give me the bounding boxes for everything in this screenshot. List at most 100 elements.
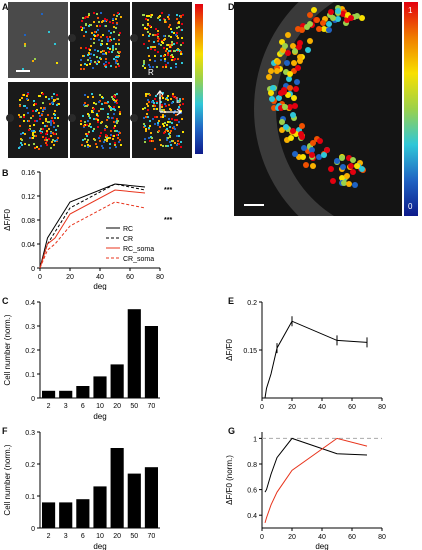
pixel-speck	[107, 39, 110, 42]
pixel-speck	[46, 125, 49, 128]
pixel-speck	[119, 131, 122, 134]
pixel-speck	[112, 105, 115, 108]
pixel-speck	[89, 60, 92, 63]
pixel-speck	[97, 137, 100, 140]
neuron-soma	[279, 127, 286, 134]
pixel-speck	[116, 130, 119, 133]
pixel-speck	[103, 63, 106, 66]
pixel-speck	[150, 100, 153, 103]
neuron-soma	[286, 84, 293, 91]
pixel-speck	[169, 144, 172, 147]
pixel-speck	[84, 121, 87, 124]
neuron-soma	[316, 25, 323, 32]
x-tick-label: 6	[81, 403, 85, 410]
neuron-soma	[299, 123, 306, 130]
pixel-speck	[175, 27, 178, 30]
pixel-speck	[159, 125, 162, 128]
pixel-speck	[57, 102, 60, 105]
neuron-soma	[299, 22, 306, 29]
pixel-speck	[149, 58, 152, 61]
pixel-speck	[26, 92, 29, 95]
neuron-soma	[290, 67, 297, 74]
x-tick-label: 3	[64, 533, 68, 540]
neuron-soma	[354, 13, 361, 20]
neuron-soma	[296, 43, 303, 50]
pixel-speck	[157, 37, 160, 39]
pixel-speck	[25, 107, 28, 110]
pixel-speck	[162, 145, 165, 148]
pixel-speck	[155, 100, 158, 103]
pixel-speck	[102, 140, 105, 143]
pixel-speck	[97, 100, 100, 103]
pixel-speck	[94, 62, 97, 65]
neuron-soma	[348, 15, 355, 22]
neuron-soma	[289, 128, 296, 135]
y-tick-label: 0.8	[247, 462, 257, 469]
pixel-speck	[142, 65, 145, 68]
pixel-speck	[156, 51, 159, 54]
marker-dot	[68, 114, 76, 122]
pixel-speck	[170, 42, 173, 45]
pixel-speck	[171, 93, 174, 96]
pixel-speck	[90, 61, 93, 64]
legend-label: RC	[123, 226, 133, 233]
panel-label-c: C	[2, 296, 9, 306]
pixel-speck	[86, 16, 89, 19]
pixel-speck	[28, 124, 31, 127]
pixel-speck	[151, 104, 154, 107]
chart-b: 0 0.04 0.08 0.12 0.16 0 20 40 60 80 ΔF/F0 deg RC CR RC…	[3, 170, 172, 290]
pixel-speck	[53, 113, 56, 116]
pixel-speck	[88, 52, 91, 55]
pixel-speck	[39, 117, 42, 120]
neuron-soma	[284, 137, 291, 144]
pixel-speck	[95, 103, 98, 106]
y-tick-label: 0	[31, 526, 35, 533]
pixel-speck	[80, 46, 83, 49]
pixel-speck	[149, 94, 152, 97]
panel-label-f: F	[2, 426, 8, 436]
x-tick-label: 50	[130, 533, 138, 540]
pixel-speck	[147, 108, 150, 111]
panel-label-b: B	[2, 168, 9, 178]
pixel-speck	[142, 24, 145, 27]
pixel-speck	[81, 114, 84, 117]
pixel-speck	[157, 17, 160, 20]
pixel-speck	[174, 50, 177, 53]
x-tick-label: 0	[38, 274, 42, 281]
pixel-speck	[93, 101, 96, 104]
pixel-speck	[50, 119, 53, 122]
image-a1	[8, 2, 68, 78]
pixel-speck	[153, 147, 156, 150]
pixel-speck	[47, 120, 50, 123]
pixel-speck	[90, 111, 93, 114]
neuron-soma	[320, 19, 327, 26]
pixel-speck	[100, 43, 103, 46]
pixel-speck	[105, 138, 108, 141]
pixel-speck	[46, 133, 49, 136]
pixel-speck	[158, 138, 161, 141]
pixel-speck	[175, 18, 178, 21]
pixel-speck	[86, 145, 89, 148]
bar	[59, 502, 73, 528]
pixel-speck	[160, 116, 163, 119]
pixel-speck	[56, 140, 59, 143]
pixel-speck	[149, 140, 152, 143]
pixel-speck	[109, 108, 112, 111]
pixel-speck	[118, 105, 121, 108]
pixel-speck	[117, 65, 120, 68]
pixel-speck	[48, 31, 51, 34]
x-tick-label: 60	[348, 404, 356, 411]
pixel-speck	[155, 101, 158, 104]
pixel-speck	[166, 15, 169, 18]
pixel-speck	[145, 127, 148, 130]
pixel-speck	[174, 109, 177, 112]
pixel-speck	[178, 25, 181, 28]
series-line-CR_soma	[39, 201, 146, 269]
pixel-speck	[100, 35, 103, 38]
pixel-speck	[32, 135, 35, 138]
pixel-speck	[178, 106, 181, 109]
x-tick-label: 20	[66, 274, 74, 281]
neuron-soma	[311, 7, 318, 14]
pixel-speck	[37, 94, 40, 97]
neuron-soma	[276, 94, 283, 101]
